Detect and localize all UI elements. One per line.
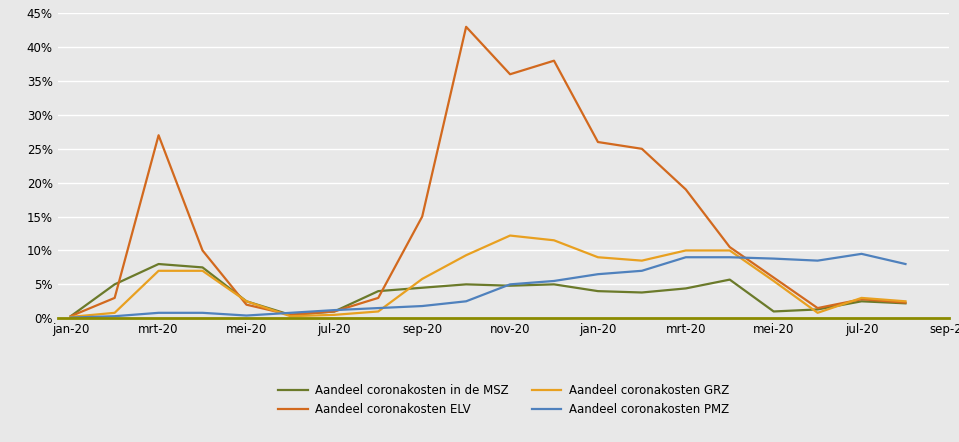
Aandeel coronakosten PMZ <box>372 305 384 311</box>
Aandeel coronakosten in de MSZ <box>152 261 164 267</box>
Aandeel coronakosten in de MSZ <box>416 285 428 290</box>
Aandeel coronakosten GRZ <box>900 299 911 304</box>
Aandeel coronakosten GRZ <box>372 309 384 314</box>
Aandeel coronakosten in de MSZ <box>65 313 77 319</box>
Aandeel coronakosten PMZ <box>416 303 428 309</box>
Aandeel coronakosten GRZ <box>109 310 121 316</box>
Aandeel coronakosten ELV <box>372 295 384 301</box>
Aandeel coronakosten in de MSZ <box>329 309 340 314</box>
Aandeel coronakosten in de MSZ <box>592 289 603 294</box>
Aandeel coronakosten in de MSZ <box>812 307 824 312</box>
Aandeel coronakosten in de MSZ <box>549 282 560 287</box>
Aandeel coronakosten GRZ <box>460 252 472 258</box>
Aandeel coronakosten ELV <box>592 139 603 145</box>
Aandeel coronakosten PMZ <box>636 268 647 274</box>
Aandeel coronakosten in de MSZ <box>855 299 867 304</box>
Aandeel coronakosten PMZ <box>65 315 77 320</box>
Line: Aandeel coronakosten GRZ: Aandeel coronakosten GRZ <box>71 236 905 317</box>
Aandeel coronakosten in de MSZ <box>241 299 252 304</box>
Aandeel coronakosten in de MSZ <box>372 289 384 294</box>
Aandeel coronakosten PMZ <box>900 261 911 267</box>
Line: Aandeel coronakosten in de MSZ: Aandeel coronakosten in de MSZ <box>71 264 905 316</box>
Aandeel coronakosten ELV <box>812 305 824 311</box>
Aandeel coronakosten ELV <box>241 302 252 307</box>
Aandeel coronakosten PMZ <box>504 282 516 287</box>
Aandeel coronakosten in de MSZ <box>900 301 911 306</box>
Aandeel coronakosten in de MSZ <box>460 282 472 287</box>
Aandeel coronakosten PMZ <box>855 251 867 256</box>
Aandeel coronakosten GRZ <box>812 310 824 316</box>
Aandeel coronakosten GRZ <box>636 258 647 263</box>
Aandeel coronakosten GRZ <box>768 278 780 284</box>
Aandeel coronakosten in de MSZ <box>724 277 736 282</box>
Aandeel coronakosten ELV <box>152 133 164 138</box>
Aandeel coronakosten ELV <box>65 313 77 319</box>
Aandeel coronakosten in de MSZ <box>680 286 691 291</box>
Aandeel coronakosten ELV <box>768 275 780 280</box>
Aandeel coronakosten PMZ <box>592 271 603 277</box>
Aandeel coronakosten GRZ <box>416 276 428 282</box>
Aandeel coronakosten in de MSZ <box>109 282 121 287</box>
Aandeel coronakosten in de MSZ <box>768 309 780 314</box>
Aandeel coronakosten PMZ <box>197 310 208 316</box>
Aandeel coronakosten ELV <box>680 187 691 192</box>
Aandeel coronakosten GRZ <box>549 238 560 243</box>
Aandeel coronakosten ELV <box>285 312 296 317</box>
Aandeel coronakosten GRZ <box>285 313 296 319</box>
Aandeel coronakosten PMZ <box>680 255 691 260</box>
Aandeel coronakosten ELV <box>197 248 208 253</box>
Aandeel coronakosten GRZ <box>152 268 164 274</box>
Aandeel coronakosten PMZ <box>768 256 780 261</box>
Aandeel coronakosten PMZ <box>109 313 121 319</box>
Aandeel coronakosten GRZ <box>329 312 340 317</box>
Aandeel coronakosten GRZ <box>724 248 736 253</box>
Aandeel coronakosten GRZ <box>65 314 77 320</box>
Aandeel coronakosten GRZ <box>680 248 691 253</box>
Aandeel coronakosten PMZ <box>329 308 340 313</box>
Aandeel coronakosten in de MSZ <box>504 283 516 288</box>
Aandeel coronakosten GRZ <box>197 268 208 274</box>
Aandeel coronakosten in de MSZ <box>636 290 647 295</box>
Aandeel coronakosten PMZ <box>285 310 296 316</box>
Aandeel coronakosten ELV <box>724 244 736 250</box>
Aandeel coronakosten ELV <box>329 309 340 314</box>
Aandeel coronakosten GRZ <box>855 295 867 301</box>
Aandeel coronakosten ELV <box>109 295 121 301</box>
Aandeel coronakosten GRZ <box>241 299 252 304</box>
Aandeel coronakosten ELV <box>504 72 516 77</box>
Line: Aandeel coronakosten PMZ: Aandeel coronakosten PMZ <box>71 254 905 317</box>
Aandeel coronakosten PMZ <box>549 278 560 284</box>
Aandeel coronakosten PMZ <box>241 313 252 318</box>
Aandeel coronakosten PMZ <box>724 255 736 260</box>
Aandeel coronakosten ELV <box>636 146 647 152</box>
Aandeel coronakosten GRZ <box>504 233 516 238</box>
Line: Aandeel coronakosten ELV: Aandeel coronakosten ELV <box>71 27 905 316</box>
Aandeel coronakosten GRZ <box>592 255 603 260</box>
Aandeel coronakosten PMZ <box>460 299 472 304</box>
Aandeel coronakosten PMZ <box>812 258 824 263</box>
Legend: Aandeel coronakosten in de MSZ, Aandeel coronakosten ELV, Aandeel coronakosten G: Aandeel coronakosten in de MSZ, Aandeel … <box>273 379 734 420</box>
Aandeel coronakosten PMZ <box>152 310 164 316</box>
Aandeel coronakosten ELV <box>855 297 867 302</box>
Aandeel coronakosten ELV <box>416 214 428 219</box>
Aandeel coronakosten ELV <box>900 300 911 305</box>
Aandeel coronakosten ELV <box>549 58 560 63</box>
Aandeel coronakosten in de MSZ <box>285 312 296 317</box>
Aandeel coronakosten in de MSZ <box>197 265 208 270</box>
Aandeel coronakosten ELV <box>460 24 472 30</box>
